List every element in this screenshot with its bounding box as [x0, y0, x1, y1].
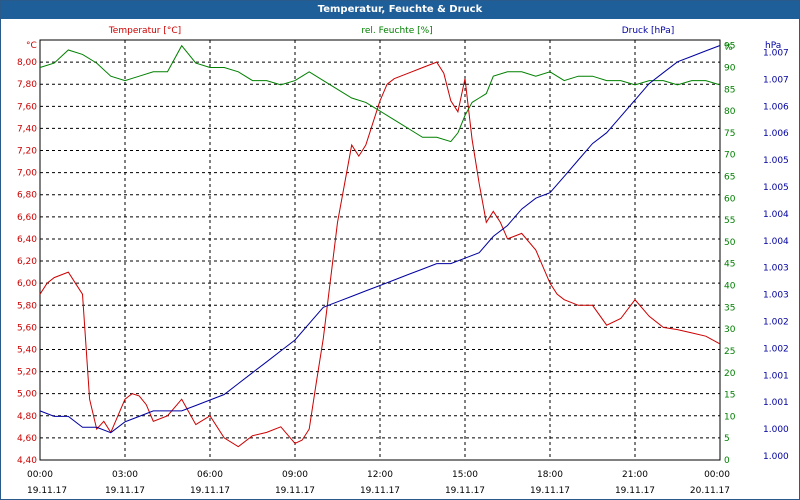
humidity-tick-label: 30 — [724, 325, 736, 335]
temperature-tick-label: 4,80 — [17, 412, 37, 422]
pressure-tick-label: 1.002 — [763, 344, 789, 354]
x-tick-date: 19.11.17 — [530, 486, 570, 496]
pressure-tick-label: 1.000 — [763, 452, 789, 462]
humidity-tick-label: 60 — [724, 194, 736, 204]
humidity-tick-label: 0 — [724, 456, 730, 466]
temperature-tick-label: 4,40 — [17, 456, 37, 466]
x-tick-date: 19.11.17 — [445, 486, 485, 496]
x-tick-date: 19.11.17 — [190, 486, 230, 496]
x-tick-time: 03:00 — [112, 470, 138, 480]
x-tick-time: 09:00 — [282, 470, 308, 480]
humidity-tick-label: 15 — [724, 391, 735, 401]
pressure-tick-label: 1.007 — [763, 49, 789, 59]
temperature-axis-header: Temperatur [°C] — [108, 26, 181, 36]
pressure-tick-label: 1.007 — [763, 75, 789, 85]
humidity-tick-label: 70 — [724, 151, 736, 161]
temperature-tick-label: 5,60 — [17, 323, 37, 333]
x-tick-date: 19.11.17 — [615, 486, 655, 496]
temperature-series-line — [39, 61, 721, 448]
temperature-tick-label: 5,40 — [17, 345, 37, 355]
pressure-axis-header: Druck [hPa] — [622, 26, 675, 36]
pressure-series-line — [39, 45, 721, 434]
pressure-tick-label: 1.004 — [763, 237, 789, 247]
pressure-tick-label: 1.004 — [763, 210, 789, 220]
x-tick-time: 18:00 — [537, 470, 563, 480]
grid-lines — [39, 39, 721, 461]
pressure-tick-label: 1.001 — [763, 398, 789, 408]
temperature-tick-label: 7,40 — [17, 124, 37, 134]
temperature-tick-label: 5,00 — [17, 390, 37, 400]
humidity-tick-label: 20 — [724, 369, 736, 379]
x-tick-time: 00:00 — [27, 470, 53, 480]
temperature-tick-label: 5,20 — [17, 368, 37, 378]
x-tick-date: 19.11.17 — [275, 486, 315, 496]
humidity-tick-label: 95 — [724, 42, 735, 52]
humidity-tick-label: 80 — [724, 107, 736, 117]
x-tick-time: 12:00 — [367, 470, 393, 480]
x-tick-time: 00:00 — [704, 470, 730, 480]
humidity-tick-label: 50 — [724, 238, 736, 248]
pressure-tick-label: 1.005 — [763, 156, 789, 166]
humidity-tick-label: 25 — [724, 347, 735, 357]
temperature-tick-label: 7,20 — [17, 147, 37, 157]
temperature-tick-label: 4,60 — [17, 434, 37, 444]
humidity-tick-label: 65 — [724, 173, 735, 183]
temperature-tick-label: 6,20 — [17, 257, 37, 267]
temperature-tick-label: 7,80 — [17, 80, 37, 90]
temperature-tick-label: 6,00 — [17, 279, 37, 289]
humidity-tick-label: 35 — [724, 303, 735, 313]
humidity-axis-header: rel. Feuchte [%] — [361, 26, 432, 36]
temperature-tick-label: 5,80 — [17, 301, 37, 311]
humidity-tick-label: 90 — [724, 63, 736, 73]
pressure-tick-label: 1.002 — [763, 318, 789, 328]
pressure-unit-label: hPa — [765, 41, 781, 51]
x-tick-date: 19.11.17 — [105, 486, 145, 496]
pressure-tick-label: 1.003 — [763, 291, 789, 301]
x-tick-date: 19.11.17 — [360, 486, 400, 496]
x-tick-time: 15:00 — [452, 470, 478, 480]
x-tick-date: 20.11.17 — [690, 486, 730, 496]
temperature-tick-label: 7,60 — [17, 102, 37, 112]
temperature-unit-label: °C — [26, 41, 37, 51]
x-tick-time: 21:00 — [622, 470, 648, 480]
temperature-tick-label: 6,40 — [17, 235, 37, 245]
humidity-tick-label: % — [724, 43, 733, 53]
x-tick-date: 19.11.17 — [27, 486, 67, 496]
humidity-series-line — [39, 44, 721, 143]
series-lines — [39, 44, 721, 448]
pressure-tick-label: 1.000 — [763, 425, 789, 435]
temperature-tick-label: 8,00 — [17, 58, 37, 68]
pressure-tick-label: 1.001 — [763, 371, 789, 381]
temperature-tick-label: 7,00 — [17, 169, 37, 179]
pressure-tick-label: 1.005 — [763, 183, 789, 193]
temperature-tick-label: 6,80 — [17, 191, 37, 201]
humidity-tick-label: 55 — [724, 216, 735, 226]
humidity-tick-label: 10 — [724, 412, 736, 422]
pressure-tick-label: 1.006 — [763, 129, 789, 139]
window-title: Temperatur, Feuchte & Druck — [1, 1, 799, 19]
pressure-tick-label: 1.003 — [763, 264, 789, 274]
pressure-tick-label: 1.006 — [763, 102, 789, 112]
temperature-tick-label: 6,60 — [17, 213, 37, 223]
humidity-tick-label: 85 — [724, 85, 735, 95]
axis-ticks: 00:00 19.11.17 03:00 19.11.17 06:00 19.11.17 0… — [17, 42, 789, 496]
humidity-tick-label: 45 — [724, 260, 735, 270]
humidity-tick-label: 5 — [724, 434, 730, 444]
humidity-tick-label: 40 — [724, 282, 736, 292]
x-tick-time: 06:00 — [197, 470, 223, 480]
humidity-tick-label: 75 — [724, 129, 735, 139]
